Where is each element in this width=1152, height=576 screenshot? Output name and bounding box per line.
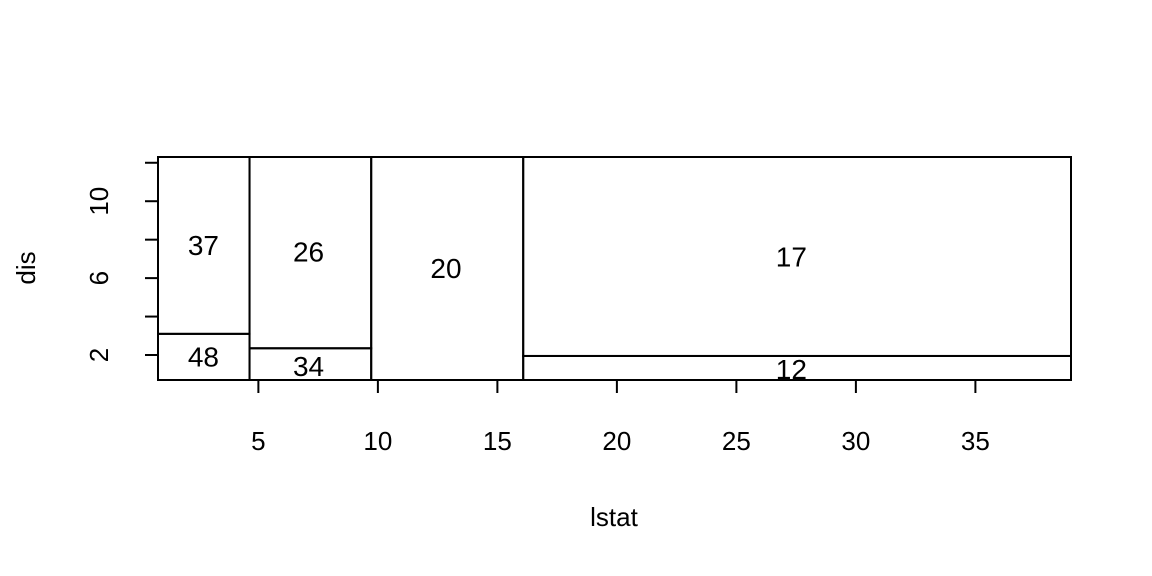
x-tick-label-25: 25 xyxy=(722,426,751,456)
region-label-2: 34 xyxy=(293,351,324,382)
x-tick-label-15: 15 xyxy=(483,426,512,456)
region-label-3: 26 xyxy=(293,237,324,268)
region-label-5: 12 xyxy=(776,354,807,385)
y-axis: 2 6 10 xyxy=(84,161,159,362)
x-tick-label-10: 10 xyxy=(363,426,392,456)
region-labels: 48 37 34 26 20 12 17 xyxy=(188,230,807,385)
plot-frame xyxy=(157,156,1072,381)
x-tick-label-35: 35 xyxy=(961,426,990,456)
y-tick-label-2: 2 xyxy=(84,348,114,362)
y-tick-label-6: 6 xyxy=(84,271,114,285)
x-axis-title: lstat xyxy=(590,502,638,532)
region-label-0: 48 xyxy=(188,341,219,372)
region-label-4: 20 xyxy=(430,253,461,284)
x-tick-label-20: 20 xyxy=(602,426,631,456)
x-tick-label-30: 30 xyxy=(841,426,870,456)
region-label-1: 37 xyxy=(188,230,219,261)
partition-regions xyxy=(157,156,1072,382)
x-tick-label-5: 5 xyxy=(251,426,265,456)
y-tick-label-10: 10 xyxy=(84,187,114,216)
x-axis: 5 10 15 20 25 30 35 xyxy=(251,379,990,456)
y-axis-title: dis xyxy=(11,251,41,284)
region-label-6: 17 xyxy=(776,241,807,272)
